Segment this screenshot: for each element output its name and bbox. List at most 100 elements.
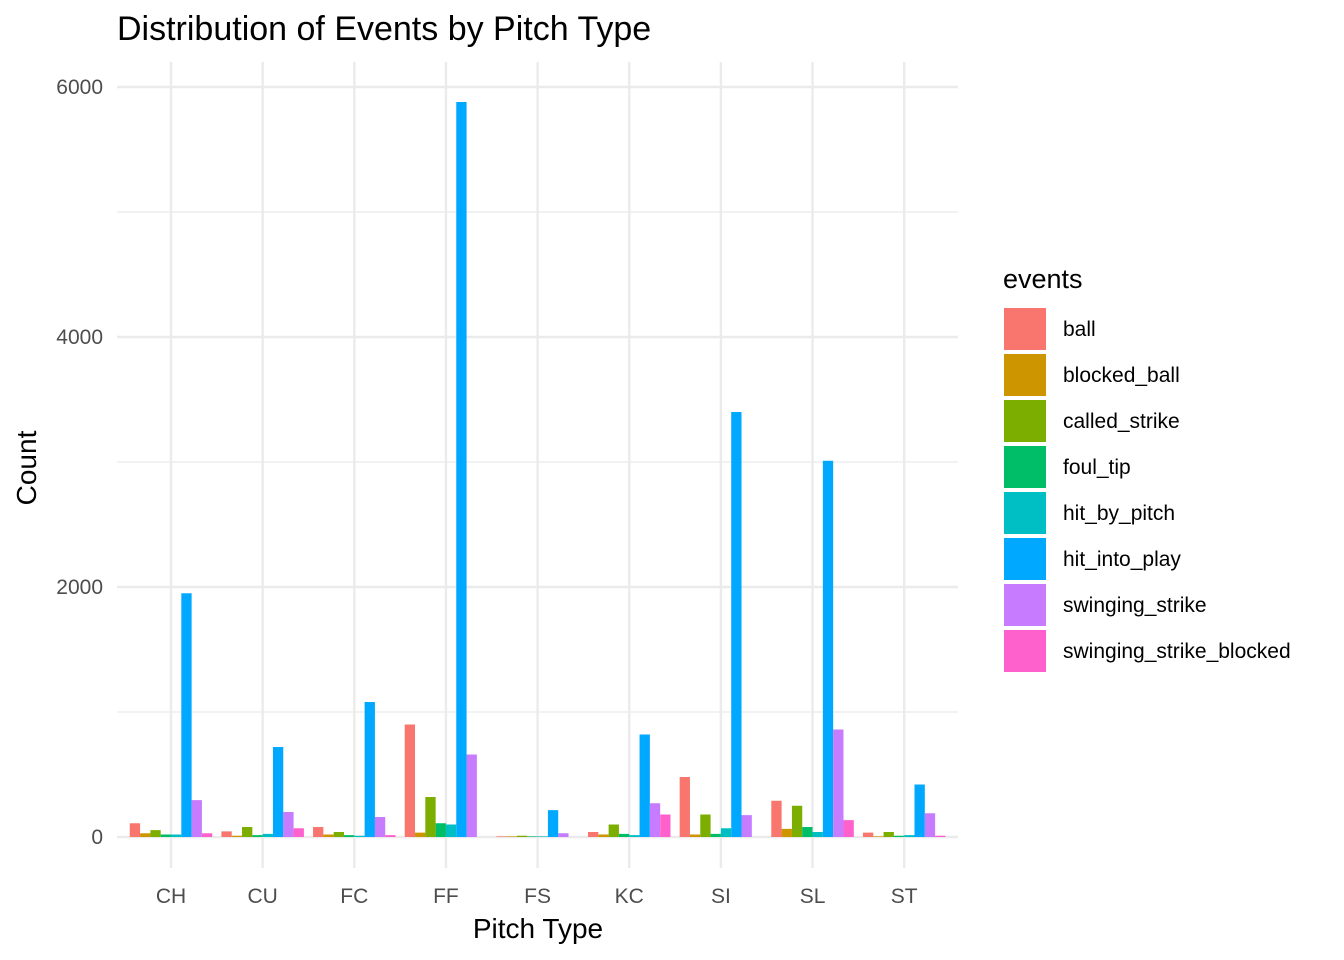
bar-hit_by_pitch-FF [445,824,457,837]
bar-called_strike-SI [700,814,711,837]
bar-swinging_strike_blocked-CU [293,828,304,837]
legend-key-foul_tip [1004,446,1046,488]
bar-called_strike-CU [242,827,253,837]
bar-called_strike-SL [791,805,803,837]
bar-hit_by_pitch-SI [720,828,732,837]
axis-layer: 0 2000 4000 6000 CH CU FC FF FS KC SI SL ST [56,76,918,908]
legend-label-blocked_ball: blocked_ball [1063,364,1180,387]
bar-foul_tip-FC [343,835,355,837]
bar-swinging_strike_blocked-CH [201,833,213,837]
bar-swinging_strike-CU [283,812,294,837]
bar-swinging_strike-ST [924,813,936,837]
bar-hit_by_pitch-FC [354,835,365,837]
bar-ball-FF [404,724,416,837]
y-tick-label: 2000 [56,576,103,599]
bar-swinging_strike-CH [191,800,202,837]
legend-key-swinging_strike [1004,584,1046,626]
legend-label-called_strike: called_strike [1063,410,1180,433]
bar-blocked_ball-ST [873,836,884,837]
bar-hit_into_play-ST [914,784,925,837]
legend-label-hit_into_play: hit_into_play [1063,548,1181,571]
legend-label-hit_by_pitch: hit_by_pitch [1063,502,1175,525]
chart-title: Distribution of Events by Pitch Type [117,10,651,48]
bar-foul_tip-ST [893,835,905,837]
x-tick-label: KC [615,885,644,908]
bar-swinging_strike_blocked-FC [385,835,396,837]
x-tick-label: CH [156,885,186,908]
legend-key-ball [1004,308,1046,350]
x-tick-label: FC [340,885,368,908]
bar-hit_into_play-SI [731,412,742,837]
legend-key-swinging_strike_blocked [1004,630,1046,672]
bar-called_strike-CH [150,830,161,837]
bar-hit_by_pitch-CH [171,834,182,837]
bar-swinging_strike_blocked-KC [660,814,671,837]
bar-hit_by_pitch-ST [904,835,915,837]
y-tick-label: 6000 [56,76,103,99]
bar-hit_into_play-SL [822,460,834,837]
legend-label-ball: ball [1063,318,1096,341]
x-tick-label: SL [800,885,826,908]
bar-swinging_strike-SI [741,815,752,837]
bar-foul_tip-FF [435,823,446,837]
bar-foul_tip-CU [252,835,263,837]
x-axis-title: Pitch Type [473,913,603,944]
bar-called_strike-KC [608,824,619,837]
legend-key-called_strike [1004,400,1046,442]
bar-blocked_ball-SI [689,834,701,837]
legend-label-swinging_strike_blocked: swinging_strike_blocked [1063,640,1291,663]
bar-blocked_ball-SL [781,828,792,837]
bar-ball-SL [771,800,782,837]
y-axis-title: Count [11,430,42,505]
y-tick-label: 0 [91,826,103,849]
bar-hit_into_play-FS [547,810,559,837]
legend-label-swinging_strike: swinging_strike [1063,594,1207,617]
x-tick-label: FS [524,885,551,908]
bar-ball-SI [679,777,690,837]
x-tick-label: ST [891,885,918,908]
grid-layer [117,62,958,868]
bar-blocked_ball-CH [140,833,151,837]
bar-hit_by_pitch-SL [812,832,823,837]
legend-key-blocked_ball [1004,354,1046,396]
bar-ball-ST [862,832,874,837]
bar-ball-CH [129,823,141,837]
bar-blocked_ball-FS [506,836,517,837]
bar-swinging_strike_blocked-SL [843,820,854,837]
legend-label-foul_tip: foul_tip [1063,456,1131,479]
bar-called_strike-FC [333,832,344,837]
bar-hit_into_play-FC [364,702,375,837]
bar-blocked_ball-FC [323,834,334,837]
bar-swinging_strike-FF [466,754,477,837]
bar-foul_tip-SI [710,833,721,837]
bar-hit_by_pitch-FS [537,836,548,837]
bar-foul_tip-SL [802,827,813,837]
bar-blocked_ball-CU [231,835,243,837]
bar-foul_tip-CH [160,834,171,837]
bar-ball-KC [588,832,599,837]
bar-foul_tip-FS [527,836,538,837]
x-tick-label: CU [247,885,277,908]
bar-hit_into_play-CH [181,593,192,837]
bar-hit_into_play-CU [272,747,284,837]
bar-called_strike-FS [516,835,528,837]
bar-ball-FC [313,827,324,837]
bar-blocked_ball-FF [415,832,426,837]
bar-hit_by_pitch-CU [262,833,273,837]
bar-swinging_strike-FS [558,833,569,837]
legend: ball blocked_ball called_strike foul_tiphit… [1004,308,1291,672]
bar-hit_into_play-FF [456,102,467,837]
bar-ball-FS [496,836,507,837]
bar-hit_into_play-KC [639,734,650,837]
x-tick-label: FF [433,885,459,908]
bar-called_strike-ST [883,832,894,837]
legend-key-hit_by_pitch [1004,492,1046,534]
bar-swinging_strike-SL [833,729,844,837]
x-tick-label: SI [711,885,731,908]
bar-blocked_ball-KC [598,834,609,837]
bar-hit_by_pitch-KC [629,835,640,837]
bar-swinging_strike_blocked-ST [935,835,946,837]
bar-swinging_strike-FC [374,817,386,837]
